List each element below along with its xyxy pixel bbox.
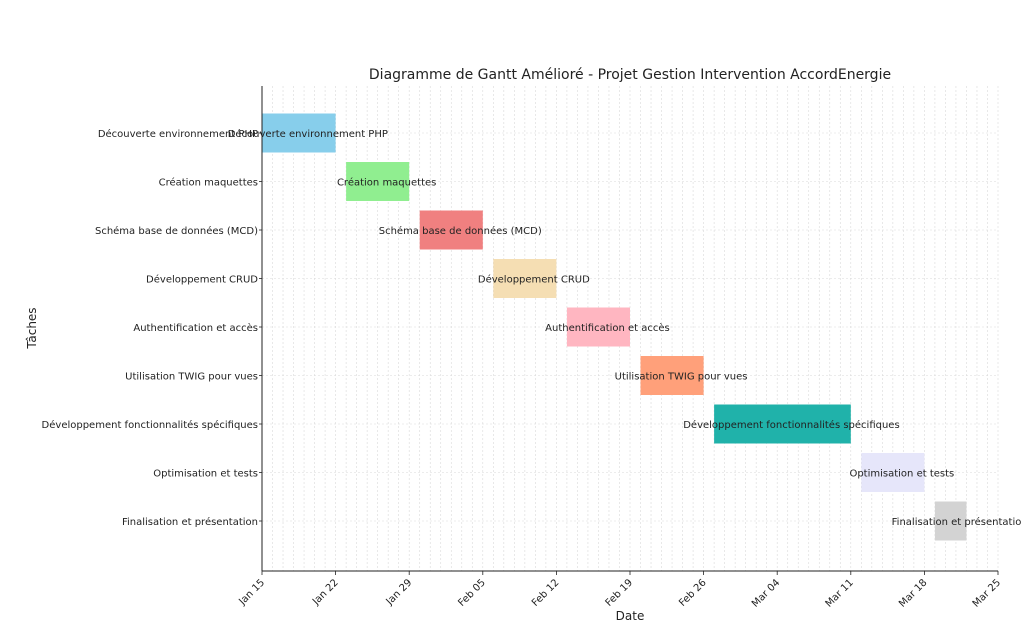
x-tick-label: Feb 05: [456, 577, 488, 609]
y-tick-label: Authentification et accès: [133, 322, 258, 334]
axes: [259, 86, 999, 575]
x-axis-label: Date: [616, 609, 645, 623]
grid: [261, 86, 999, 571]
x-tick-label: Mar 25: [971, 577, 1003, 609]
gantt-bar: [566, 307, 630, 347]
x-tick-labels: Jan 15 Jan 22 Jan 29 Feb 05 Feb 12 Feb 19 Feb …: [236, 577, 1003, 609]
y-tick-label: Découverte environnement PHP: [98, 128, 258, 140]
y-tick-label: Développement CRUD: [146, 274, 258, 286]
bar-label: Finalisation et présentation: [892, 516, 1022, 528]
gantt-bar: [346, 162, 410, 201]
y-tick-label: Optimisation et tests: [153, 469, 258, 480]
bar-labels: Découverte environnement PHP Création maq…: [228, 128, 1022, 528]
bar-label: Authentification et accès: [545, 322, 670, 334]
y-tick-label: Schéma base de données (MCD): [95, 225, 258, 237]
y-tick-labels: Découverte environnement PHP Création maq…: [42, 128, 259, 528]
y-tick-label: Utilisation TWIG pour vues: [125, 372, 258, 383]
bar-label: Optimisation et tests: [849, 469, 954, 480]
bar-label: Schéma base de données (MCD): [379, 225, 542, 237]
x-tick-label: Mar 18: [897, 577, 929, 609]
y-tick-label: Finalisation et présentation: [122, 516, 258, 528]
x-tick-label: Jan 22: [310, 577, 341, 608]
gantt-bar: [493, 259, 557, 298]
x-tick-label: Jan 29: [384, 577, 415, 608]
x-tick-label: Feb 19: [604, 577, 636, 609]
gantt-bar: [714, 404, 851, 444]
y-axis-label: Tâches: [25, 307, 39, 349]
x-tick-label: Jan 15: [236, 577, 267, 608]
gantt-bar: [640, 356, 704, 395]
gantt-bar: [934, 501, 967, 541]
bars: [262, 113, 967, 541]
bar-label: Développement fonctionnalités spécifique…: [683, 419, 899, 431]
gantt-bar: [262, 113, 336, 153]
x-tick-label: Feb 12: [530, 577, 562, 609]
x-tick-label: Mar 11: [824, 577, 856, 609]
gantt-bar: [861, 453, 925, 492]
x-tick-label: Mar 04: [750, 577, 782, 609]
y-tick-label: Création maquettes: [159, 177, 258, 189]
bar-label: Création maquettes: [337, 177, 436, 189]
bar-label: Découverte environnement PHP: [228, 128, 388, 140]
gantt-bar: [419, 210, 483, 250]
y-tick-label: Développement fonctionnalités spécifique…: [42, 419, 258, 431]
x-tick-label: Feb 26: [677, 577, 709, 609]
chart-title: Diagramme de Gantt Amélioré - Projet Ges…: [369, 67, 891, 83]
bar-label: Utilisation TWIG pour vues: [615, 372, 748, 383]
bar-label: Développement CRUD: [478, 274, 590, 286]
